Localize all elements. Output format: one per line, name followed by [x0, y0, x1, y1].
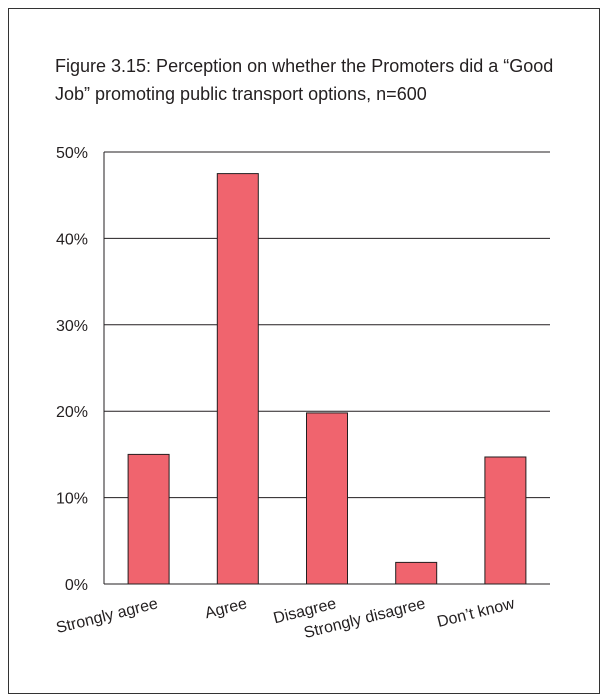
y-tick-label: 0% — [65, 577, 88, 594]
y-tick-label: 10% — [56, 491, 88, 508]
bar — [395, 561, 438, 585]
y-tick-label: 20% — [56, 404, 88, 421]
x-category-label: Strongly agree — [54, 595, 159, 637]
bar — [484, 456, 527, 585]
y-tick-label: 40% — [56, 231, 88, 248]
bar — [216, 173, 259, 585]
y-tick-label: 30% — [56, 318, 88, 335]
y-tick-label: 50% — [56, 145, 88, 162]
bar — [306, 412, 348, 585]
y-axis-ticks: 0% 10% 20% 30% 40% 50% — [56, 145, 88, 594]
x-category-label: Agree — [203, 595, 249, 622]
gridlines — [104, 151, 550, 585]
bars — [127, 173, 527, 585]
chart-title: Figure 3.15: Perception on whether the P… — [55, 56, 554, 104]
x-category-label: Don’t know — [435, 595, 516, 631]
bar — [127, 453, 170, 585]
